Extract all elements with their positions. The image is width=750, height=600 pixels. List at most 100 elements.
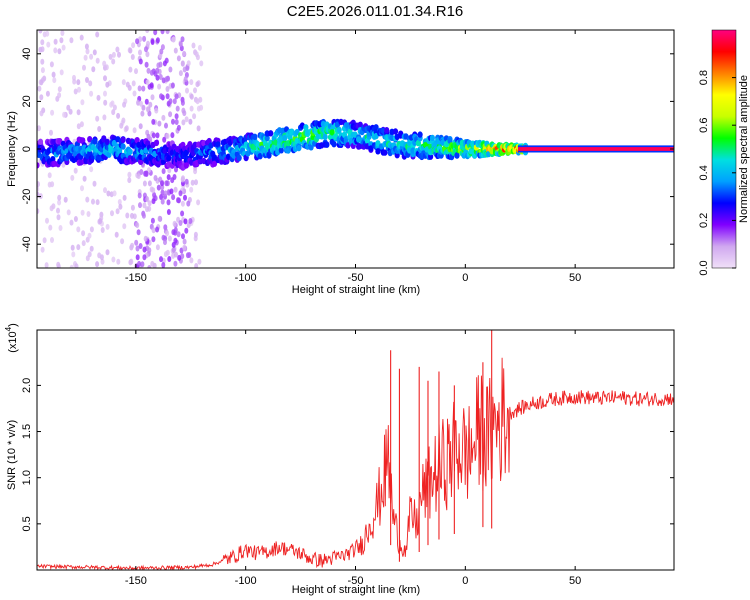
spectrogram-y-tick-label: -40 (21, 236, 33, 252)
spectrogram-ridge-core (518, 147, 674, 151)
spectrogram-noise-cell (171, 229, 176, 236)
spectrogram-noise-cell (40, 58, 45, 65)
spectrogram-noise-cell (155, 37, 160, 44)
spectrogram-noise-cell (181, 233, 185, 240)
spectrogram-x-tick-label: 0 (462, 272, 468, 284)
snr-scale-exponent: 4 (4, 326, 13, 331)
spectrogram-noise-cell (38, 30, 43, 34)
spectrogram-noise-cell (56, 207, 60, 214)
spectrogram-noise-cell (171, 241, 176, 248)
spectrogram-noise-cell (71, 251, 76, 258)
spectrogram-noise-cell (80, 209, 85, 216)
spectrogram-noise-cell (114, 231, 119, 238)
colorbar-tick-label: 0.0 (698, 260, 710, 275)
spectrogram-noise-cell (140, 261, 145, 268)
snr-y-tick-label: 0.5 (21, 516, 33, 531)
spectrogram-noise-cell (155, 226, 160, 233)
spectrogram-noise-cell (137, 85, 142, 92)
spectrogram-cell (392, 128, 399, 135)
spectrogram-y-tick-label: 40 (21, 48, 33, 60)
spectrogram-noise-cell (158, 74, 163, 80)
spectrogram-cell (282, 134, 288, 142)
spectrogram-noise-cell (98, 218, 103, 224)
spectrogram-noise-cell (131, 80, 136, 87)
spectrogram-noise-cell (138, 36, 143, 43)
spectrogram-noise-cell (185, 87, 189, 94)
spectrogram-noise-cell (111, 256, 116, 263)
spectrogram-noise-cell (138, 58, 143, 65)
spectrogram-noise-cell (182, 244, 187, 251)
spectrogram-noise-cell (145, 206, 149, 213)
spectrogram-noise-cell (69, 264, 74, 268)
spectrogram-noise-cell (175, 105, 180, 112)
spectrogram-noise-cell (73, 216, 78, 222)
spectrogram-noise-cell (136, 173, 141, 180)
spectrogram-noise-cell (160, 180, 164, 187)
spectrogram-noise-cell (151, 236, 156, 243)
spectrogram-noise-cell (142, 246, 147, 253)
spectrogram-noise-cell (61, 161, 66, 168)
spectrogram-noise-cell (135, 254, 140, 261)
spectrogram-noise-cell (176, 197, 180, 204)
spectrogram-noise-cell (153, 175, 158, 181)
spectrogram-noise-cell (40, 246, 45, 253)
spectrogram-cell (92, 138, 98, 145)
colorbar-gradient (711, 29, 737, 269)
spectrogram-noise-cell (159, 48, 164, 55)
spectrogram-noise-cell (176, 124, 181, 131)
spectrogram-cell (429, 134, 435, 142)
snr-y-tick-label: 1.0 (21, 470, 33, 485)
spectrogram-noise-cell (92, 180, 97, 187)
spectrogram-noise-cell (122, 101, 127, 108)
snr-scale-label: (x104) (4, 323, 19, 353)
spectrogram-noise-cell (167, 167, 172, 174)
spectrogram-noise-cell (182, 238, 187, 245)
spectrogram-noise-cell (157, 83, 162, 90)
spectrogram-noise-cell (50, 181, 55, 188)
snr-y-label: SNR (10 * v/v) (6, 420, 18, 490)
spectrogram-noise-cell (39, 94, 44, 101)
spectrogram-noise-cell (151, 118, 156, 125)
spectrogram-noise-cell (46, 41, 51, 48)
spectrogram-noise-cell (89, 226, 94, 233)
spectrogram-noise-cell (172, 98, 177, 105)
spectrogram-noise-cell (117, 199, 122, 205)
spectrogram-noise-cell (181, 107, 186, 114)
spectrogram-cell (394, 152, 400, 159)
spectrogram-noise-cell (147, 265, 152, 268)
snr-panel: -150 -100 -50 0 50 0.5 1.0 1.5 2.0 Height of st… (4, 323, 675, 596)
spectrogram-cell (138, 158, 144, 165)
spectrogram-noise-cell (143, 235, 148, 242)
spectrogram-noise-cell (180, 60, 185, 67)
spectrogram-noise-cell (39, 110, 44, 117)
spectrogram-noise-cell (185, 65, 190, 72)
spectrogram-noise-cell (141, 104, 146, 111)
spectrogram-noise-cell (37, 208, 40, 215)
spectrogram-noise-cell (163, 239, 167, 246)
spectrogram-noise-cell (150, 94, 155, 101)
spectrogram-noise-cell (165, 86, 170, 92)
snr-y-tick-label: 2.0 (21, 378, 33, 393)
spectrogram-noise-cell (44, 262, 49, 268)
spectrogram-noise-cell (184, 227, 189, 234)
spectrogram-noise-cell (112, 104, 117, 111)
spectrogram-noise-cell (119, 122, 124, 129)
spectrogram-noise-cell (73, 167, 78, 174)
spectrogram-cell (127, 148, 133, 155)
spectrogram-cell (236, 154, 242, 162)
spectrogram-noise-cell (151, 187, 156, 194)
spectrogram-noise-cell (72, 78, 77, 85)
spectrogram-noise-cell (144, 61, 149, 68)
spectrogram-noise-cell (121, 117, 126, 124)
spectrogram-noise-cell (105, 223, 110, 230)
spectrogram-noise-cell (166, 209, 171, 215)
spectrogram-noise-cell (117, 51, 121, 58)
spectrogram-noise-cell (180, 200, 185, 207)
spectrogram-noise-cell (148, 101, 153, 108)
spectrogram-noise-cell (95, 57, 100, 64)
spectrogram-noise-cell (183, 218, 188, 225)
spectrogram-noise-cell (145, 79, 150, 86)
snr-scale-prefix: (x10 (7, 331, 19, 352)
spectrogram-noise-cell (76, 244, 81, 251)
